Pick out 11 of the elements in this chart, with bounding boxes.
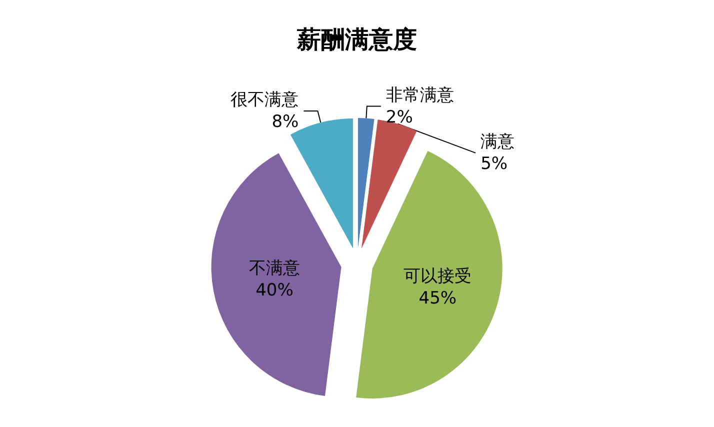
- data-label: 5%: [480, 154, 508, 174]
- data-label: 40%: [256, 280, 294, 301]
- data-label: 8%: [272, 112, 299, 132]
- slice-label: 非常满意: [386, 85, 454, 106]
- slice-label: 满意: [480, 132, 515, 152]
- chart-title: 薪酬满意度: [296, 24, 417, 54]
- slice-label: 不满意: [248, 258, 300, 279]
- slice-label: 可以接受: [404, 266, 472, 286]
- slice-label: 很不满意: [230, 90, 299, 110]
- data-label: 2%: [386, 107, 413, 128]
- data-label: 45%: [418, 288, 457, 308]
